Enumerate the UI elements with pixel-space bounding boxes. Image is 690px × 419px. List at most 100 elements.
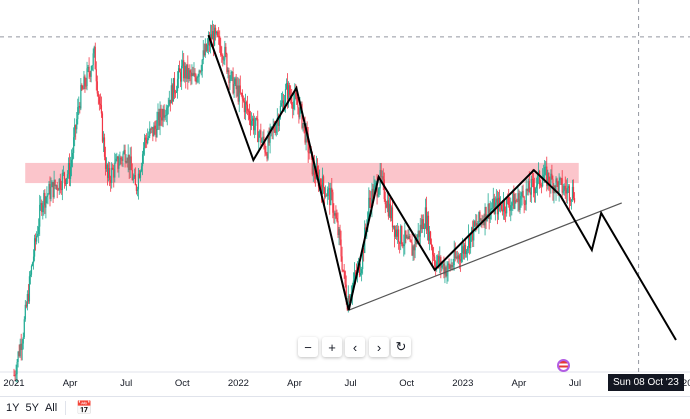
- candle-body: [506, 197, 508, 214]
- candle-body: [145, 137, 147, 140]
- candle-body: [131, 170, 133, 181]
- candle-body: [456, 256, 458, 259]
- zigzag-pattern-line: [207, 34, 677, 341]
- candle-body: [542, 178, 544, 187]
- range-1y-button[interactable]: 1Y: [6, 402, 20, 414]
- candle-body: [408, 235, 410, 239]
- candle-body: [451, 265, 453, 267]
- candle-body: [516, 200, 518, 202]
- candle-body: [427, 215, 430, 241]
- goto-date-calendar-icon[interactable]: 📅: [76, 400, 93, 415]
- candle-body: [446, 270, 448, 277]
- range-5y-button[interactable]: 5Y: [25, 402, 39, 414]
- candle-body: [484, 207, 486, 226]
- candle-body: [377, 194, 379, 197]
- candle-body: [397, 229, 399, 237]
- candle-body: [88, 66, 90, 73]
- candle-body: [563, 185, 565, 192]
- candle-body: [83, 76, 85, 89]
- x-tick-label: 2022: [228, 378, 249, 389]
- candle-body: [435, 265, 437, 270]
- candle-body: [437, 255, 439, 262]
- candle-body: [280, 103, 283, 106]
- candle-body: [565, 189, 567, 194]
- scroll-left-button[interactable]: ‹: [345, 337, 365, 357]
- range-all-button[interactable]: All: [44, 402, 58, 414]
- candle-body: [392, 225, 395, 228]
- zoom-in-button[interactable]: +: [322, 337, 342, 357]
- candle-body: [558, 180, 560, 193]
- candle-body: [85, 85, 87, 87]
- candle-body: [492, 198, 494, 208]
- candle-body: [18, 351, 20, 356]
- candle-body: [490, 208, 492, 210]
- candle-body: [518, 193, 520, 211]
- reset-chart-button[interactable]: ↻: [391, 337, 411, 357]
- candle-body: [369, 197, 371, 200]
- candle-body: [213, 27, 216, 46]
- candle-body: [522, 190, 524, 197]
- candle-body: [295, 92, 297, 97]
- candle-body: [75, 125, 77, 130]
- candle-body: [465, 250, 468, 255]
- scroll-controls: ‹ ›: [345, 337, 389, 357]
- candle-body: [200, 71, 202, 73]
- candle-body: [22, 337, 24, 344]
- candle-body: [263, 136, 265, 144]
- candle-body: [123, 149, 125, 154]
- candle-body: [503, 200, 506, 212]
- candle-body: [33, 238, 36, 257]
- candle-body: [500, 204, 503, 210]
- candle-body: [148, 135, 150, 138]
- candle-body: [338, 229, 340, 235]
- candle-body: [512, 192, 514, 203]
- candle-body: [396, 229, 398, 237]
- scroll-right-button[interactable]: ›: [369, 337, 389, 357]
- candle-body: [411, 242, 413, 256]
- candle-body: [285, 83, 288, 90]
- candle-body: [246, 104, 249, 111]
- candle-body: [571, 186, 574, 200]
- candle-body: [332, 192, 334, 213]
- candle-body: [56, 185, 58, 190]
- candle-body: [249, 119, 252, 126]
- candle-body: [211, 31, 214, 40]
- candle-body: [89, 72, 91, 77]
- candle-body: [120, 157, 122, 160]
- candle-body: [302, 123, 304, 128]
- candle-body: [328, 188, 330, 190]
- candle-body: [13, 374, 15, 376]
- candle-body: [453, 250, 455, 266]
- candle-body: [401, 226, 403, 245]
- candle-body: [132, 177, 134, 181]
- candle-body: [69, 166, 72, 179]
- us-flag-event-icon[interactable]: [557, 359, 570, 372]
- candle-body: [217, 31, 219, 36]
- candle-body: [243, 100, 245, 113]
- candle-body: [475, 223, 477, 226]
- price-chart[interactable]: 2021 Apr Jul Oct 2022 Apr Jul Oct 2023 Apr Jul 20: [0, 0, 690, 396]
- candle-body: [30, 265, 33, 275]
- candle-body: [260, 130, 262, 143]
- candle-body: [240, 92, 242, 94]
- candle-body: [154, 125, 156, 129]
- candle-body: [485, 207, 487, 222]
- candle-body: [289, 85, 291, 95]
- candle-body: [324, 187, 326, 197]
- candle-body: [119, 157, 121, 165]
- candle-body: [520, 196, 522, 200]
- candle-body: [134, 175, 136, 186]
- zoom-out-button[interactable]: −: [298, 337, 318, 357]
- candle-body: [330, 187, 332, 206]
- candle-body: [454, 250, 456, 259]
- candle-body: [138, 173, 141, 178]
- candle-body: [112, 167, 114, 170]
- candle-body: [29, 274, 32, 277]
- candle-body: [471, 227, 473, 235]
- candle-body: [49, 183, 51, 199]
- candle-body: [547, 172, 549, 186]
- candle-body: [199, 70, 201, 72]
- candle-body: [137, 173, 140, 190]
- candle-body: [87, 66, 89, 69]
- candle-body: [279, 105, 281, 118]
